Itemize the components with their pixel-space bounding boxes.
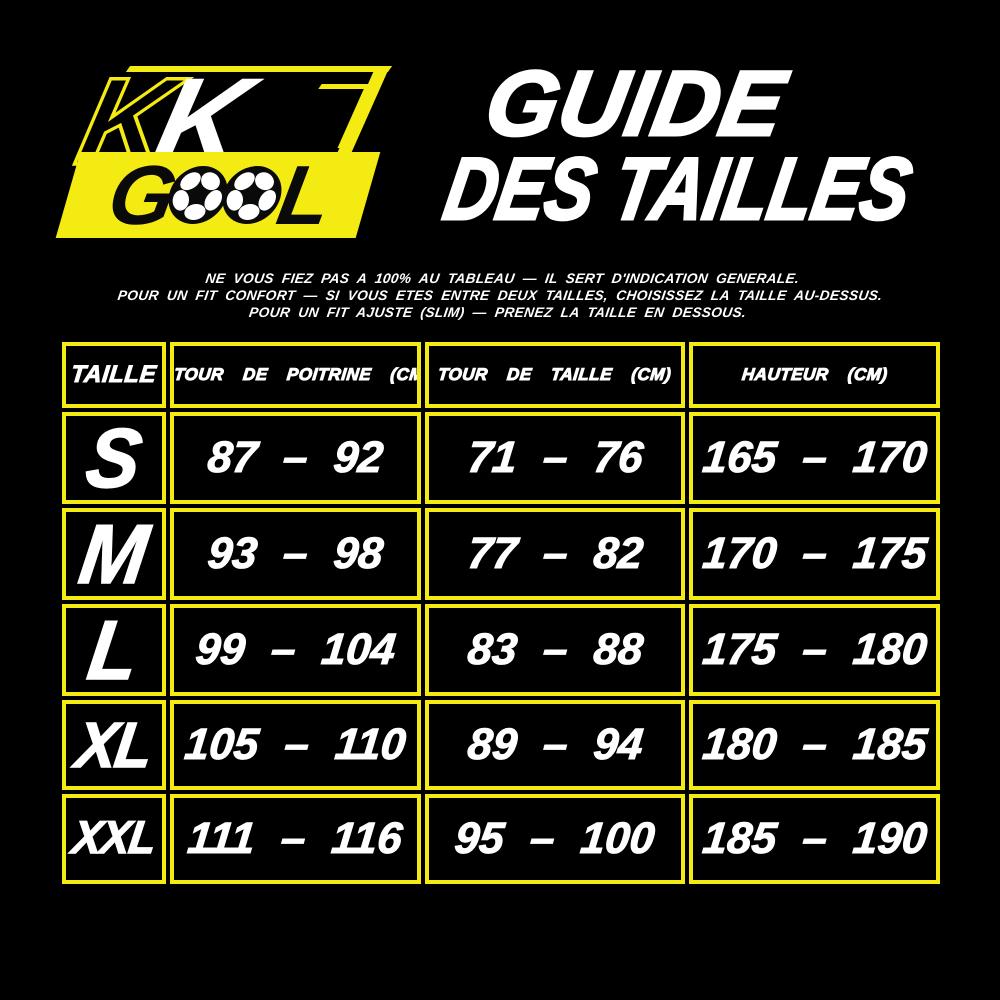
chest-cell: 87 – 92 [169,412,422,504]
fit-note-line: POUR UN FIT CONFORT — SI VOUS ETES ENTRE… [116,287,884,303]
size-cell: XXL [62,794,166,884]
brand-logo: KK G [52,51,412,248]
waist-cell: 83 – 88 [425,604,685,696]
fit-note-line: POUR UN FIT AJUSTE (SLIM) — PRENEZ LA TA… [248,304,748,320]
height-cell: 165 – 170 [688,412,940,504]
page-title: GUIDE DES TAILLES [395,52,961,240]
title-line-2: DES TAILLES [436,138,920,240]
title-line-1: GUIDE [477,52,794,157]
header-waist: TOUR DE TAILLE (CM) [425,342,685,408]
table-row: XXL 111 – 116 95 – 100 185 – 190 [62,794,940,884]
height-cell: 185 – 190 [688,794,940,884]
height-cell: 175 – 180 [688,604,940,696]
soccer-ball-icon [168,166,228,224]
logo-gool-text: G L [101,148,335,242]
logo-seven-stroke [331,66,390,166]
chest-cell: 111 – 116 [169,794,422,884]
waist-cell: 71 – 76 [425,412,685,504]
header-taille: TAILLE [62,342,166,408]
soccer-ball-icon [222,166,282,224]
size-cell: S [62,412,166,504]
fit-note-line: NE VOUS FIEZ PAS A 100% AU TABLEAU — IL … [204,271,801,286]
size-cell: L [62,604,166,696]
height-cell: 170 – 175 [688,508,940,600]
table-row: M 93 – 98 77 – 82 170 – 175 [62,508,940,600]
logo-gool-band: G L [55,148,381,242]
table-row: XL 105 – 110 89 – 94 180 – 185 [62,700,940,790]
header-chest: TOUR DE POITRINE (CM) [169,342,422,408]
waist-cell: 89 – 94 [425,700,685,790]
header-height: HAUTEUR (CM) [688,342,940,408]
table-header-row: TAILLE TOUR DE POITRINE (CM) TOUR DE TAI… [62,342,940,408]
size-cell: M [62,508,166,600]
chest-cell: 93 – 98 [169,508,422,600]
fit-notes: NE VOUS FIEZ PAS A 100% AU TABLEAU — IL … [0,271,1000,321]
height-cell: 180 – 185 [688,700,940,790]
table-row: S 87 – 92 71 – 76 165 – 170 [62,412,940,504]
chest-cell: 105 – 110 [169,700,422,790]
size-cell: XL [62,700,166,790]
size-table: TAILLE TOUR DE POITRINE (CM) TOUR DE TAI… [58,338,944,888]
table-row: L 99 – 104 83 – 88 175 – 180 [62,604,940,696]
chest-cell: 99 – 104 [169,604,422,696]
waist-cell: 95 – 100 [425,794,685,884]
waist-cell: 77 – 82 [425,508,685,600]
